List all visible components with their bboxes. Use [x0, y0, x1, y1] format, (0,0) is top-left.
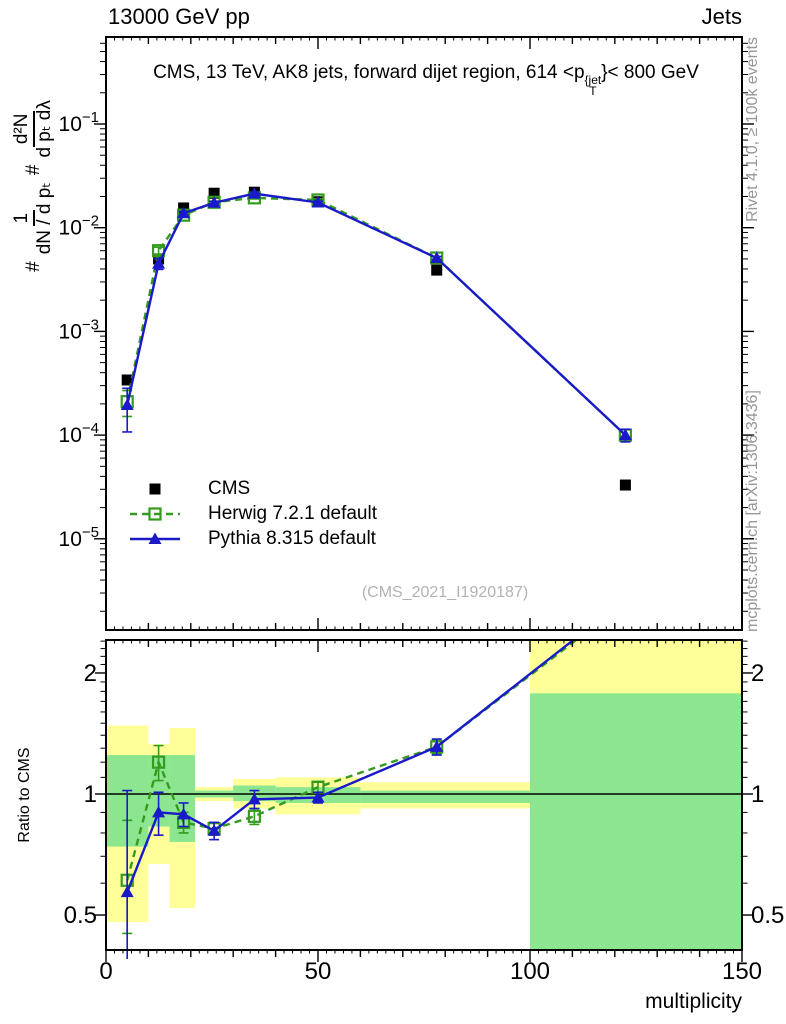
analysis-id-watermark: (CMS_2021_I1920187) — [361, 584, 529, 601]
band-green — [530, 693, 742, 950]
ylabel-frac2-denominator: d pₜ dλ — [34, 100, 55, 158]
ratio-y-axis-title: Ratio to CMS — [16, 747, 33, 843]
axis-ticks — [94, 37, 754, 962]
legend-label-cms: CMS — [208, 478, 251, 499]
ylabel-frac1-numerator: 1 — [11, 209, 35, 227]
ylabel-frac1-denominator: dN / d pₜ — [34, 182, 55, 255]
legend-label-herwig: Herwig 7.2.1 default — [208, 503, 377, 524]
ylabel-frac2-numerator: d²N — [11, 110, 35, 148]
header-group-label: Jets — [701, 4, 742, 29]
x-tick-label: 100 — [510, 958, 550, 985]
ratio-y-tick-label-right: 0.5 — [751, 902, 784, 929]
ratio-y-tick-label-left: 0.5 — [64, 902, 97, 929]
ratio-y-tick-label-right: 1 — [751, 781, 764, 808]
header-beam-label: 13000 GeV pp — [108, 4, 250, 29]
band-green — [360, 790, 530, 803]
plot-title-supsub: {jet T — [584, 73, 602, 99]
ratio-y-tick-label-left: 1 — [84, 781, 97, 808]
ratio-y-tick-label-right: 2 — [751, 660, 764, 687]
plot-title: CMS, 13 TeV, AK8 jets, forward dijet reg… — [106, 62, 746, 98]
x-tick-label: 150 — [722, 958, 762, 985]
ratio-bands — [106, 640, 742, 950]
main-series-cms — [121, 186, 631, 491]
x-tick-label: 0 — [99, 958, 112, 985]
mcplots-citation-note: mcplots.cern.ch [arXiv:1306.3436] — [744, 390, 761, 632]
plot-title-subscript: T — [589, 84, 597, 99]
x-axis-title: multiplicity — [645, 990, 742, 1013]
plot-title-suffix: }< 800 GeV — [601, 62, 699, 83]
ratio-line-pythia — [126, 640, 576, 893]
legend-label-pythia: Pythia 8.315 default — [208, 528, 376, 549]
x-tick-label: 50 — [305, 958, 332, 985]
ratio-y-tick-label-left: 2 — [84, 660, 97, 687]
ylabel-hash-1: # — [23, 261, 44, 272]
ratio-points-pythia — [120, 738, 444, 959]
main-y-axis-title: # 1 dN / d pₜ # d²N d pₜ dλ — [2, 36, 66, 336]
panel-frames — [105, 36, 743, 951]
legend-markers — [130, 483, 180, 544]
main-y-tick-label: 10−5 — [59, 524, 99, 551]
ylabel-hash-2: # — [23, 164, 44, 176]
ylabel-fraction-1: 1 dN / d pₜ — [11, 182, 56, 255]
rivet-version-note: Rivet 4.1.0, ≥ 100k events — [744, 37, 761, 222]
ylabel-fraction-2: d²N d pₜ dλ — [11, 100, 56, 158]
plot-title-prefix: CMS, 13 TeV, AK8 jets, forward dijet reg… — [153, 62, 585, 83]
plot-title-superscript: {jet — [584, 73, 602, 87]
ratio-line-herwig — [126, 640, 579, 881]
main-y-tick-label: 10−4 — [59, 420, 99, 447]
main-series-pythia — [120, 187, 632, 443]
